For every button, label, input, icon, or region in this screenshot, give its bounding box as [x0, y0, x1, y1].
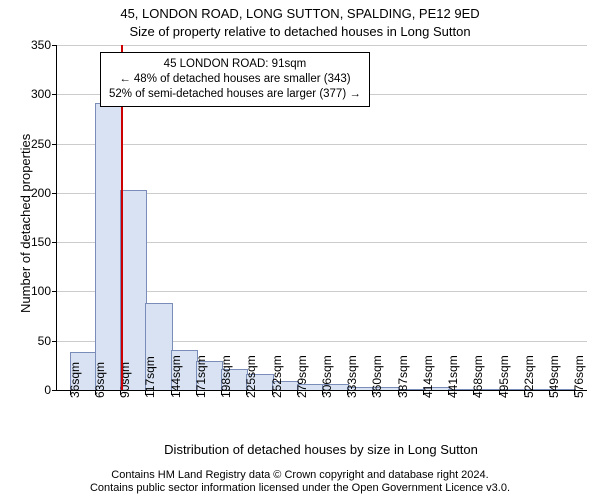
y-tick-label: 250 — [31, 137, 51, 151]
y-tick — [52, 45, 57, 46]
y-tick-label: 50 — [38, 334, 51, 348]
info-box: 45 LONDON ROAD: 91sqm ← 48% of detached … — [100, 52, 370, 107]
histogram-bar — [95, 103, 122, 390]
y-tick — [52, 390, 57, 391]
page-title-line1: 45, LONDON ROAD, LONG SUTTON, SPALDING, … — [0, 6, 600, 21]
y-tick — [52, 144, 57, 145]
attribution: Contains HM Land Registry data © Crown c… — [0, 469, 600, 497]
y-tick-label: 300 — [31, 87, 51, 101]
y-tick-label: 0 — [44, 383, 51, 397]
y-tick — [52, 94, 57, 95]
info-box-line2: ← 48% of detached houses are smaller (34… — [109, 72, 361, 87]
attribution-line1: Contains HM Land Registry data © Crown c… — [0, 469, 600, 483]
y-tick-label: 200 — [31, 186, 51, 200]
info-box-line1: 45 LONDON ROAD: 91sqm — [109, 57, 361, 72]
y-tick-label: 150 — [31, 235, 51, 249]
page-title-line2: Size of property relative to detached ho… — [0, 24, 600, 39]
info-box-line3: 52% of semi-detached houses are larger (… — [109, 87, 361, 102]
y-tick — [52, 193, 57, 194]
attribution-line2: Contains public sector information licen… — [0, 482, 600, 496]
y-tick-label: 350 — [31, 38, 51, 52]
y-tick — [52, 341, 57, 342]
y-tick — [52, 242, 57, 243]
x-axis-label: Distribution of detached houses by size … — [56, 442, 586, 457]
y-axis-label: Number of detached properties — [18, 133, 33, 312]
chart-container: 45, LONDON ROAD, LONG SUTTON, SPALDING, … — [0, 0, 600, 500]
y-tick-label: 100 — [31, 284, 51, 298]
grid-line — [57, 45, 587, 46]
grid-line — [57, 144, 587, 145]
y-tick — [52, 291, 57, 292]
